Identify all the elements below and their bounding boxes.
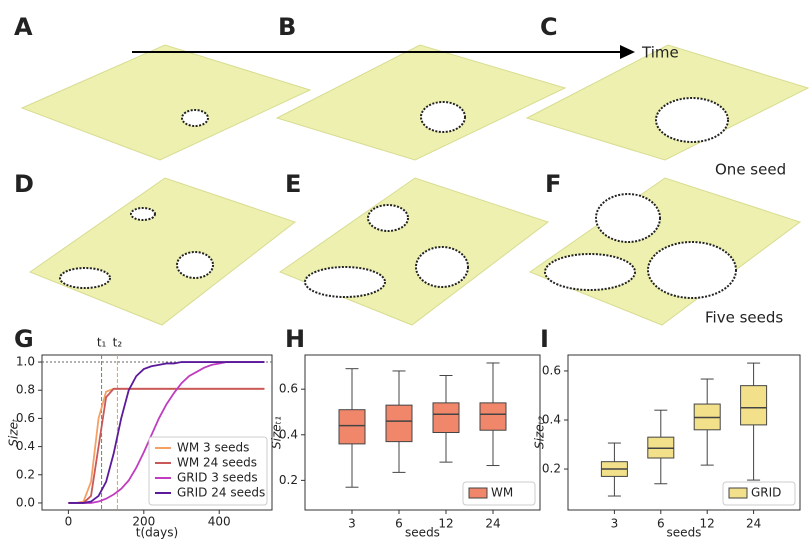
cluster: [59, 267, 111, 289]
panel-label: G: [14, 325, 34, 353]
legend-label: GRID 3 seeds: [177, 471, 258, 485]
x-tick-label: 24: [746, 517, 761, 531]
legend-swatch: [468, 487, 488, 499]
y-tick-label: 0.4: [16, 439, 35, 453]
y-tick-label: 0.4: [279, 427, 298, 441]
y-axis-label: Sizeₜ₁: [270, 416, 284, 449]
box-body: [479, 402, 507, 431]
time-label: Time: [641, 44, 679, 62]
box-body: [432, 402, 460, 433]
box: [338, 368, 366, 488]
series-line: [68, 387, 265, 504]
y-axis-label: Sizeₜ: [7, 418, 21, 447]
legend-label: WM 3 seeds: [177, 441, 249, 455]
y-tick-label: 0.6: [542, 363, 561, 377]
y-tick-label: 0.2: [16, 467, 35, 481]
panel-label: I: [540, 325, 549, 353]
cluster: [595, 193, 661, 243]
x-axis-label: seeds: [667, 526, 702, 540]
y-tick-label: 0.8: [16, 383, 35, 397]
panel-label: H: [285, 325, 305, 353]
box-body: [338, 409, 366, 445]
cluster: [647, 241, 737, 299]
cluster: [181, 109, 209, 127]
cluster: [544, 253, 636, 291]
box-body: [385, 404, 413, 443]
y-tick-label: 1.0: [16, 355, 35, 369]
y-tick-label: 0.2: [279, 473, 298, 487]
box: [647, 409, 675, 485]
legend-swatch: [728, 487, 748, 499]
plane: [20, 44, 312, 161]
reference-label: t₁: [97, 336, 107, 350]
cluster: [304, 266, 386, 298]
box: [385, 370, 413, 473]
legend-label: GRID: [751, 486, 781, 500]
legend-label: WM: [491, 486, 513, 500]
cluster: [130, 207, 156, 221]
y-tick-label: 0.2: [542, 462, 561, 476]
x-tick-label: 3: [348, 517, 356, 531]
cluster: [655, 97, 729, 143]
panel-label: A: [14, 13, 33, 41]
plane: [28, 177, 297, 326]
plane: [525, 44, 810, 161]
row-label: Five seeds: [705, 309, 783, 327]
plane: [275, 44, 567, 161]
panel-label: E: [285, 170, 301, 198]
cluster: [367, 204, 409, 232]
y-tick-label: 0.0: [16, 495, 35, 509]
x-tick-label: 0: [65, 515, 73, 529]
plane: [278, 177, 550, 326]
x-tick-label: 200: [132, 515, 155, 529]
x-axis-label: t(days): [136, 526, 178, 540]
x-axis-label: seeds: [405, 526, 440, 540]
plot-frame: [41, 354, 273, 511]
x-tick-label: 6: [657, 517, 665, 531]
y-tick-label: 0.6: [279, 382, 298, 396]
simulation-illustrations: [20, 44, 810, 326]
panel-label: C: [540, 13, 558, 41]
x-tick-label: 6: [395, 517, 403, 531]
box: [740, 362, 768, 481]
plot-frame: [304, 354, 541, 511]
y-tick-label: 0.6: [16, 411, 35, 425]
arrow-head: [620, 45, 635, 59]
box: [600, 442, 628, 497]
x-tick-label: 400: [208, 515, 231, 529]
box-body: [740, 385, 768, 426]
legend-label: GRID 24 seeds: [177, 486, 265, 500]
reference-label: t₂: [113, 336, 123, 350]
box: [479, 362, 507, 467]
panel-label: B: [278, 13, 296, 41]
panel-label: F: [545, 170, 561, 198]
panel-label: D: [14, 170, 34, 198]
legend-label: WM 24 seeds: [177, 456, 257, 470]
box: [693, 378, 721, 466]
cluster: [176, 251, 214, 279]
x-tick-label: 3: [611, 517, 619, 531]
cluster: [415, 246, 469, 288]
cluster: [420, 101, 466, 133]
x-tick-label: 12: [438, 517, 453, 531]
plot-frame: [567, 354, 801, 511]
x-tick-label: 12: [700, 517, 715, 531]
legend-frame: [148, 436, 268, 506]
y-axis-label: Sizeₜ₂: [533, 416, 547, 449]
y-tick-label: 0.4: [542, 412, 561, 426]
row-label: One seed: [715, 161, 786, 179]
x-tick-label: 24: [485, 517, 500, 531]
series-line: [68, 361, 265, 504]
box: [432, 375, 460, 463]
